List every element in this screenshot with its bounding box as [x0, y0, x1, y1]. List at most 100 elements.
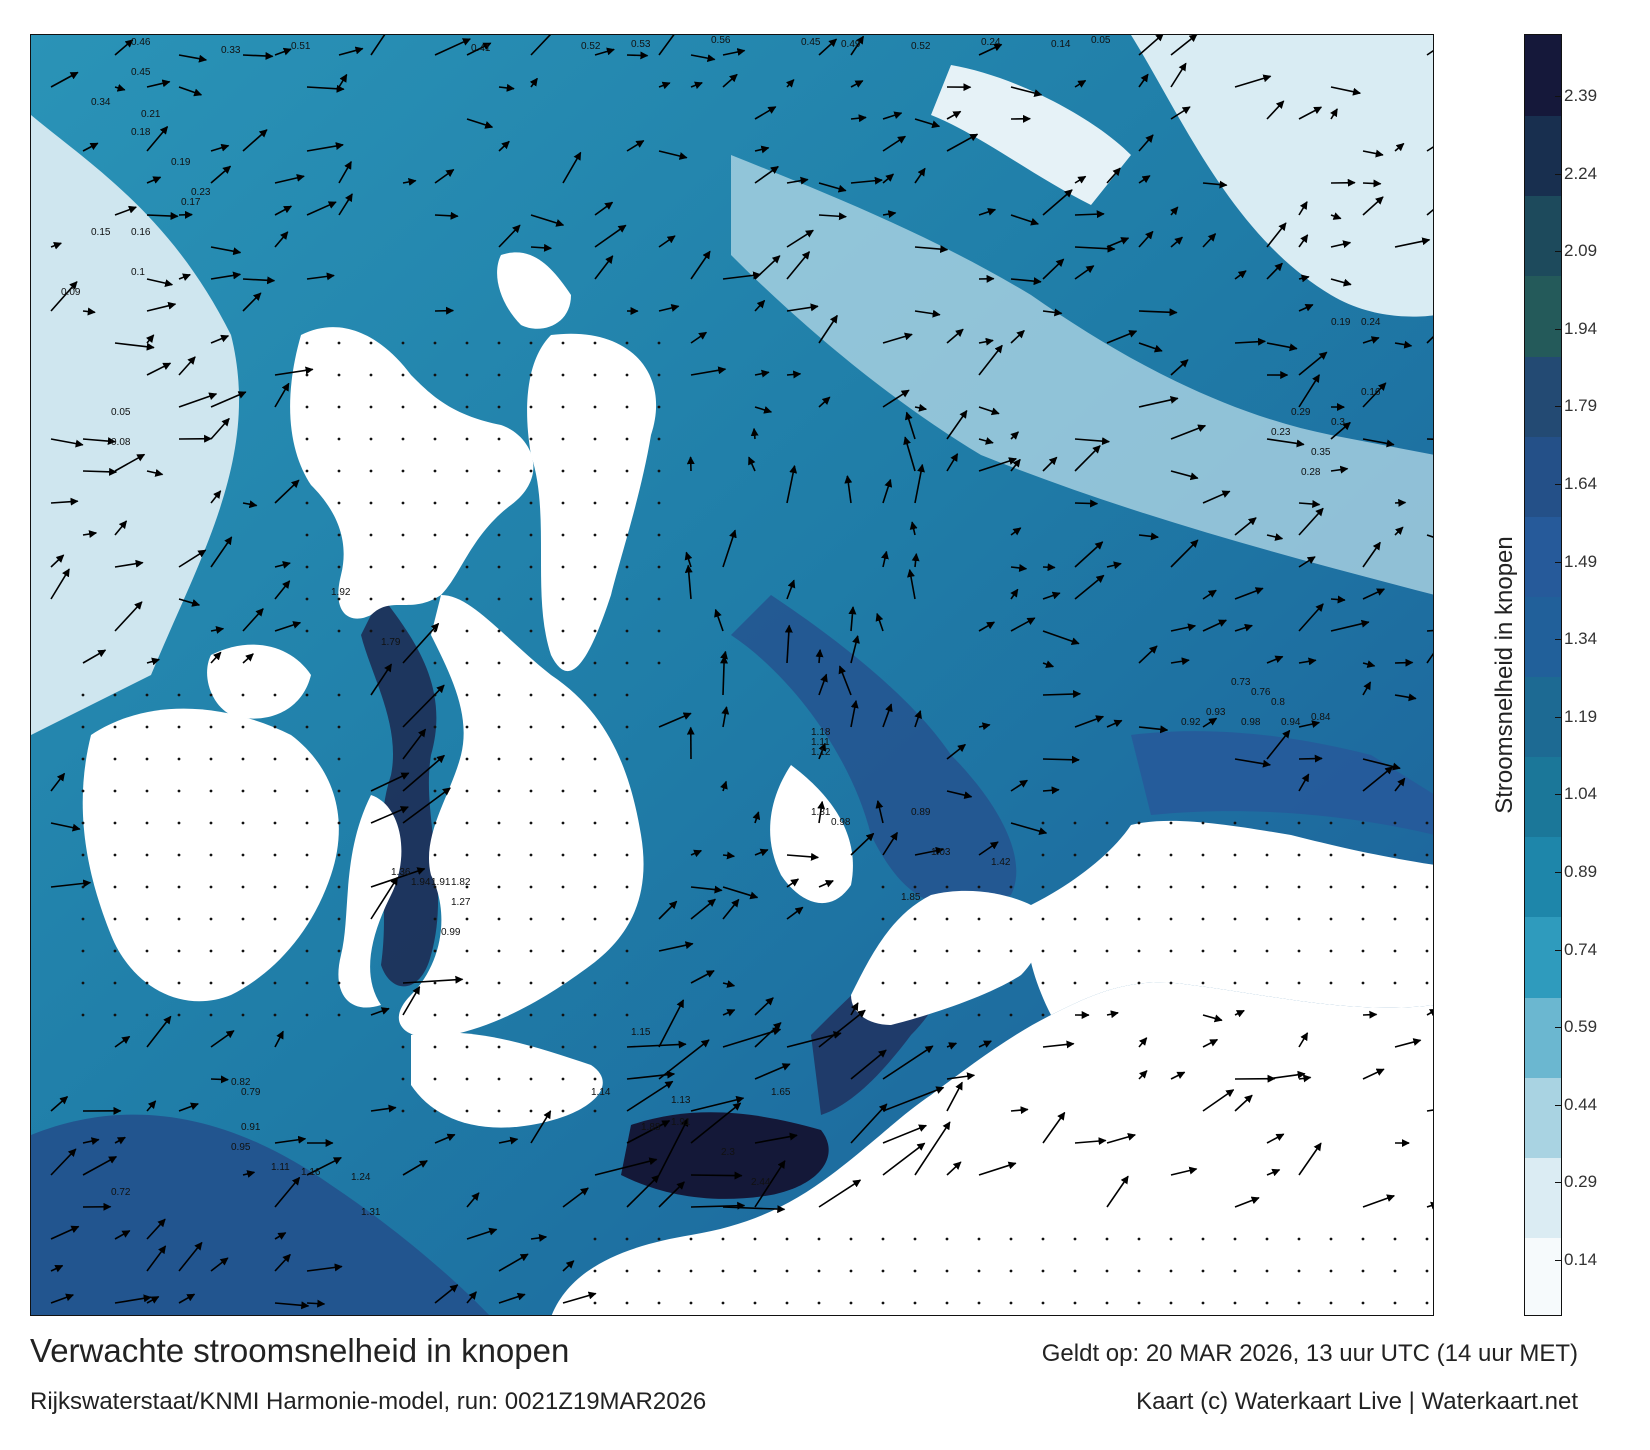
- high-current-southwest: [31, 1114, 490, 1315]
- current-arrow-icon: [274, 1301, 310, 1310]
- speed-value-label: 1.03: [931, 847, 951, 858]
- grid-dot: [145, 757, 149, 761]
- current-arrow-icon: [844, 475, 853, 504]
- grid-dot: [433, 1045, 437, 1049]
- grid-dot: [497, 1045, 501, 1049]
- grid-dot: [465, 853, 469, 857]
- grid-dot: [497, 693, 501, 697]
- grid-dot: [433, 949, 437, 953]
- grid-dot: [1361, 1301, 1365, 1305]
- map-panel[interactable]: 0.46 0.33 0.51 0.41 0.52 0.53 0.56 0.45 0.49 0.52…: [30, 34, 1434, 1316]
- grid-dot: [561, 469, 565, 473]
- current-arrow-icon: [1298, 106, 1323, 120]
- current-arrow-icon: [1106, 1010, 1119, 1019]
- current-arrow-icon: [1106, 719, 1123, 728]
- current-arrow-icon: [1362, 149, 1384, 158]
- speed-value-label: 0.16: [131, 227, 151, 238]
- current-arrow-icon: [306, 1156, 342, 1176]
- grid-dot: [945, 949, 949, 953]
- grid-dot: [913, 1237, 917, 1241]
- speed-value-label: 0.33: [221, 45, 241, 56]
- current-arrow-icon: [914, 245, 949, 254]
- grid-dot: [113, 949, 117, 953]
- current-arrow-icon: [1394, 340, 1413, 349]
- grid-dot: [81, 885, 85, 889]
- speed-value-label: 1.27: [451, 897, 471, 908]
- current-arrow-icon: [1266, 342, 1298, 352]
- speed-value-label: 0.79: [241, 1087, 261, 1098]
- current-arrow-icon: [914, 463, 925, 504]
- grid-dot: [305, 885, 309, 889]
- speed-value-label: 0.45: [801, 37, 821, 48]
- grid-dot: [369, 437, 373, 441]
- grid-dot: [241, 981, 245, 985]
- speed-value-label: 0.72: [111, 1187, 131, 1198]
- grid-dot: [241, 885, 245, 889]
- grid-dot: [1041, 981, 1045, 985]
- current-arrow-icon: [690, 1102, 742, 1144]
- current-arrow-icon: [1010, 822, 1048, 835]
- grid-dot: [1041, 1301, 1045, 1305]
- grid-dot: [1233, 917, 1237, 921]
- current-arrow-icon: [1266, 533, 1284, 541]
- speed-value-label: 0.24: [981, 37, 1001, 48]
- grid-dot: [337, 373, 341, 377]
- current-arrow-icon: [370, 876, 399, 920]
- grid-dot: [1073, 1301, 1077, 1305]
- grid-dot: [241, 917, 245, 921]
- current-arrow-icon: [210, 246, 242, 256]
- grid-dot: [465, 1013, 469, 1017]
- current-arrow-icon: [178, 86, 203, 97]
- current-arrow-icon: [748, 456, 756, 472]
- current-arrow-icon: [1138, 230, 1154, 248]
- grid-dot: [1329, 917, 1333, 921]
- current-arrow-icon: [498, 224, 521, 248]
- current-arrow-icon: [658, 150, 688, 160]
- current-arrow-icon: [210, 1075, 229, 1084]
- grid-dot: [1201, 1269, 1205, 1273]
- current-arrow-icon: [978, 1161, 1017, 1176]
- grid-dot: [529, 821, 533, 825]
- current-arrow-icon: [529, 77, 538, 88]
- land-scotland: [290, 327, 534, 619]
- current-arrow-icon: [498, 1136, 519, 1145]
- grid-dot: [529, 437, 533, 441]
- grid-dot: [1169, 917, 1173, 921]
- current-arrow-icon: [210, 1030, 235, 1048]
- grid-dot: [529, 1109, 533, 1113]
- current-arrow-icon: [498, 1253, 529, 1272]
- current-arrow-icon: [370, 1007, 390, 1016]
- current-arrow-icon: [1170, 424, 1207, 440]
- grid-dot: [1233, 1301, 1237, 1305]
- current-arrow-icon: [978, 337, 994, 346]
- current-arrow-icon: [1234, 623, 1253, 632]
- current-arrow-icon: [690, 970, 715, 984]
- colorbar-tick-label: 2.24: [1564, 163, 1598, 183]
- current-arrow-icon: [562, 1187, 589, 1208]
- current-arrow-icon: [178, 598, 201, 607]
- current-arrow-icon: [1010, 86, 1043, 97]
- grid-dot: [657, 629, 661, 633]
- current-arrow-icon: [690, 898, 716, 920]
- grid-dot: [977, 917, 981, 921]
- current-arrow-icon: [530, 1233, 548, 1242]
- grid-dot: [721, 1237, 725, 1241]
- grid-dot: [433, 853, 437, 857]
- current-arrow-icon: [210, 271, 242, 280]
- current-arrow-icon: [882, 332, 913, 344]
- grid-dot: [1041, 1013, 1045, 1017]
- current-arrow-icon: [50, 1095, 69, 1112]
- current-arrow-icon: [146, 79, 171, 88]
- current-speed-map[interactable]: 0.46 0.33 0.51 0.41 0.52 0.53 0.56 0.45 0.49 0.52…: [31, 35, 1434, 1316]
- grid-dot: [177, 821, 181, 825]
- current-arrow-icon: [1426, 652, 1433, 664]
- current-arrow-icon: [1170, 657, 1190, 666]
- grid-dot: [1425, 821, 1429, 825]
- grid-dot: [433, 1109, 437, 1113]
- colorbar-tick-mark: [1555, 1027, 1562, 1029]
- land-northern-ireland: [207, 644, 311, 719]
- current-arrow-icon: [1234, 1009, 1245, 1018]
- speed-value-label: 0.29: [1291, 407, 1311, 418]
- grid-dot: [1265, 1237, 1269, 1241]
- grid-dot: [881, 1301, 885, 1305]
